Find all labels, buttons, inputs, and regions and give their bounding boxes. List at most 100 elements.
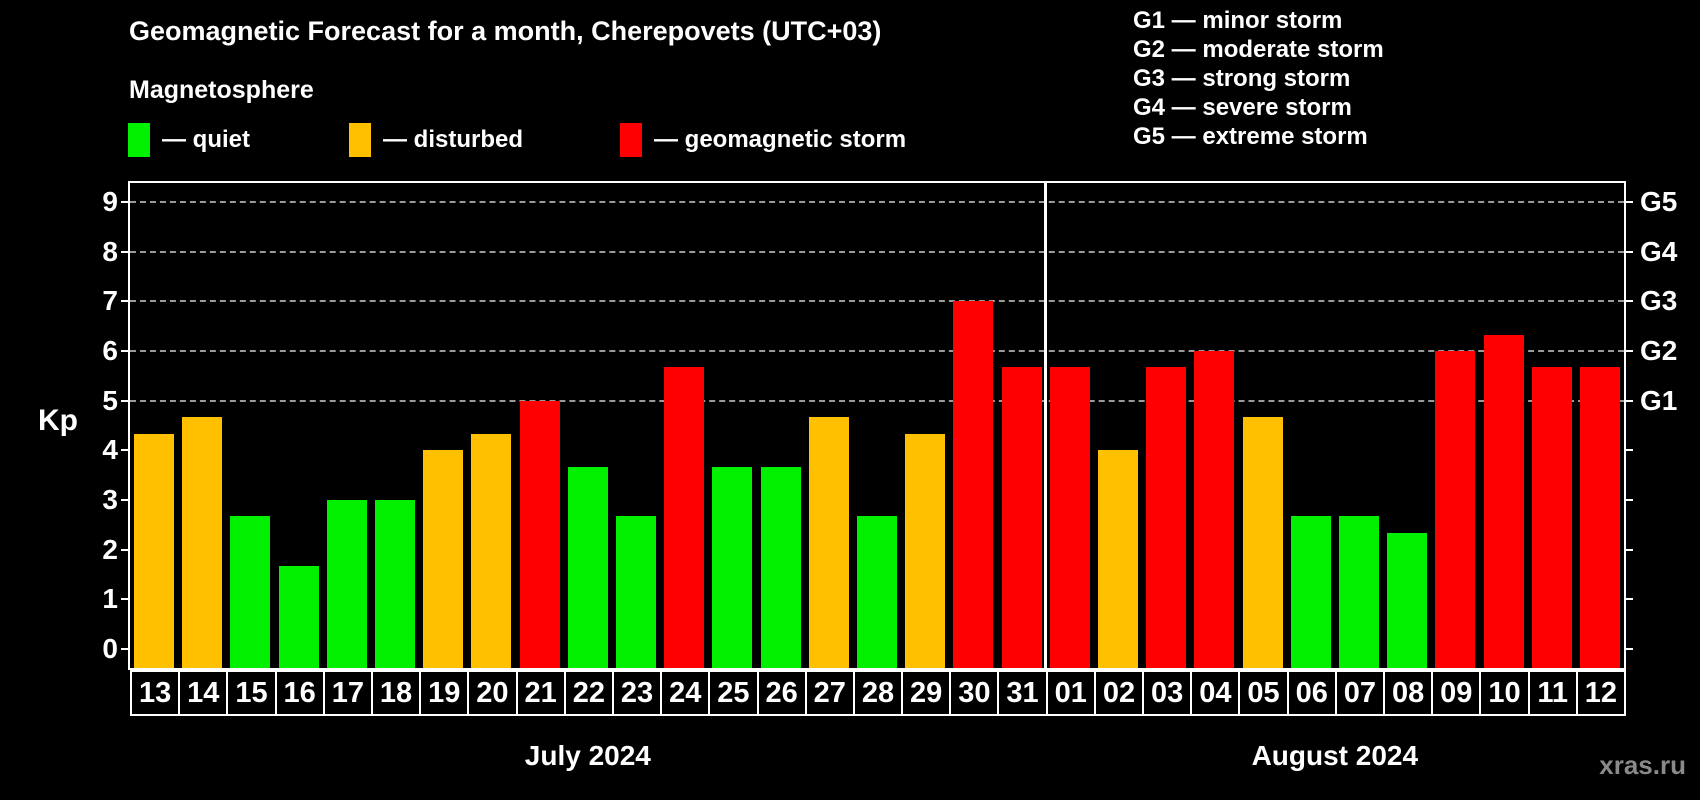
y-axis-label: 5 <box>102 384 118 416</box>
day-label-box: 19 <box>419 670 470 716</box>
y-axis-label: 0 <box>102 633 118 664</box>
g-scale-legend: G1 — minor storm G2 — moderate storm G3 — … <box>1133 6 1384 151</box>
g-scale-legend-line: G3 — strong storm <box>1133 65 1351 92</box>
day-label-box: 31 <box>997 670 1048 716</box>
y-axis-tick-right <box>1624 598 1633 601</box>
day-label-box: 14 <box>178 670 229 716</box>
kp-bar <box>230 516 271 668</box>
kp-bar <box>1001 367 1042 668</box>
plot-frame <box>128 181 1626 670</box>
kp-bar <box>1242 417 1283 668</box>
kp-bar <box>1483 334 1524 668</box>
day-label-box: 22 <box>563 670 614 716</box>
day-label-box: 30 <box>949 670 1000 716</box>
kp-bar <box>1146 367 1187 668</box>
y-axis-tick-left <box>121 399 130 402</box>
day-label-box: 05 <box>1238 670 1289 716</box>
y-axis-tick-right <box>1624 399 1633 402</box>
kp-bar <box>760 466 801 668</box>
y-axis-label: 4 <box>102 434 118 466</box>
month-label: August 2024 <box>1251 740 1419 771</box>
kp-bar <box>1435 351 1476 668</box>
day-label-box: 08 <box>1383 670 1434 716</box>
y-axis-tick-left <box>121 499 130 501</box>
gridline <box>130 300 1624 303</box>
page-title: Geomagnetic Forecast for a month, Cherep… <box>129 16 882 46</box>
y-axis-label: 6 <box>102 335 118 366</box>
y-axis-tick-left <box>121 598 130 601</box>
day-label-box: 09 <box>1431 670 1482 716</box>
y-axis-tick-left <box>121 648 130 650</box>
legend-label: — quiet <box>162 126 250 153</box>
kp-bar <box>519 400 560 668</box>
day-label-box: 20 <box>467 670 518 716</box>
y-axis-tick-left <box>121 300 130 303</box>
g-scale-axis-label: G1 <box>1640 384 1678 416</box>
g-scale-legend-line: G5 — extreme storm <box>1133 123 1368 150</box>
kp-bar <box>616 516 657 668</box>
y-axis-tick-right <box>1624 548 1633 551</box>
y-axis-tick-left <box>121 548 130 551</box>
y-axis-tick-right <box>1624 300 1633 303</box>
legend-label: — geomagnetic storm <box>654 126 907 153</box>
day-label-box: 21 <box>515 670 566 716</box>
day-label-box: 07 <box>1334 670 1386 716</box>
y-axis-tick-right <box>1624 449 1633 452</box>
day-label-box: 02 <box>1093 670 1145 716</box>
y-axis-label: 8 <box>102 235 118 267</box>
gridline <box>130 250 1624 253</box>
y-axis-label: 2 <box>102 533 118 565</box>
kp-bar <box>808 417 849 668</box>
day-label-box: 04 <box>1190 670 1241 716</box>
day-label-box: 17 <box>322 670 373 716</box>
kp-bar <box>182 417 223 668</box>
kp-bar <box>1097 450 1138 668</box>
day-label-box: 15 <box>226 670 277 716</box>
g-scale-legend-line: G2 — moderate storm <box>1133 36 1384 63</box>
kp-bar <box>1579 367 1620 668</box>
kp-bar <box>567 466 608 668</box>
day-label-box: 13 <box>130 670 181 716</box>
kp-bar <box>1387 533 1428 668</box>
day-label-box: 29 <box>901 670 952 716</box>
y-axis-tick-right <box>1624 250 1633 253</box>
legend-label: — disturbed <box>383 126 524 153</box>
kp-bar <box>1290 516 1331 668</box>
g-scale-axis-label: G5 <box>1640 186 1678 217</box>
month-label: July 2024 <box>524 740 651 771</box>
y-axis-tick-left <box>121 250 130 253</box>
kp-bar <box>326 500 367 668</box>
day-label-box: 27 <box>804 670 855 716</box>
day-label-box: 24 <box>660 670 711 716</box>
kp-bar <box>1194 351 1235 668</box>
y-axis-title: Kp <box>38 404 78 437</box>
day-label-box: 23 <box>611 670 663 716</box>
kp-bar <box>712 466 753 668</box>
kp-bar <box>857 516 897 668</box>
g-scale-axis-label: G2 <box>1640 335 1678 366</box>
day-label-box: 01 <box>1045 670 1096 716</box>
quiet-color-swatch <box>128 123 150 157</box>
kp-bar <box>423 450 464 668</box>
y-axis-label: 9 <box>102 186 118 217</box>
gridline <box>130 201 1624 203</box>
kp-bar <box>471 433 512 668</box>
gridline <box>130 350 1624 352</box>
g-scale-legend-line: G4 — severe storm <box>1133 94 1352 121</box>
day-label-box: 16 <box>274 670 325 716</box>
kp-bar <box>1049 367 1090 668</box>
watermark-text: xras.ru <box>1599 750 1686 780</box>
month-separator-line <box>1044 183 1048 668</box>
kp-bar <box>905 433 946 668</box>
kp-bar <box>375 500 416 668</box>
y-axis-label: 7 <box>102 285 118 317</box>
kp-bar <box>278 566 319 668</box>
day-label-box: 25 <box>708 670 759 716</box>
y-axis-tick-right <box>1624 350 1633 352</box>
legend-item-quiet: — quiet <box>128 121 250 159</box>
y-axis-tick-right <box>1624 648 1633 650</box>
chart-subtitle: Magnetosphere <box>129 76 314 104</box>
day-label-box: 12 <box>1575 670 1626 716</box>
